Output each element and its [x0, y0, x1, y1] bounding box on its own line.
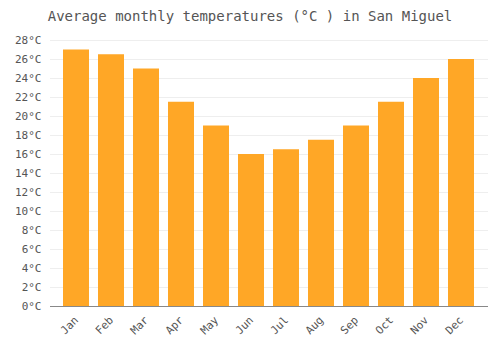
svg-text:Feb: Feb	[93, 314, 116, 337]
svg-text:0°C: 0°C	[22, 300, 42, 313]
svg-text:8°C: 8°C	[22, 224, 42, 237]
svg-text:24°C: 24°C	[15, 72, 42, 85]
svg-text:14°C: 14°C	[15, 167, 42, 180]
svg-text:26°C: 26°C	[15, 53, 42, 66]
svg-text:Mar: Mar	[128, 313, 152, 337]
svg-text:4°C: 4°C	[22, 262, 42, 275]
svg-text:Jun: Jun	[233, 314, 256, 337]
svg-text:2°C: 2°C	[22, 281, 42, 294]
svg-text:18°C: 18°C	[15, 129, 42, 142]
html-text:Average monthly temperatures (: Average monthly temperatures (°C ) in Sa…	[47, 8, 453, 24]
svg-text:Nov: Nov	[408, 313, 432, 337]
svg-text:Sep: Sep	[338, 314, 361, 337]
svg-text:22°C: 22°C	[15, 91, 42, 104]
svg-text:May: May	[198, 313, 222, 337]
svg-text:Jul: Jul	[268, 314, 291, 337]
svg-text:10°C: 10°C	[15, 205, 42, 218]
svg-text:28°C: 28°C	[15, 34, 42, 47]
svg-text:20°C: 20°C	[15, 110, 42, 123]
svg-text:16°C: 16°C	[15, 148, 42, 161]
svg-text:12°C: 12°C	[15, 186, 42, 199]
svg-text:Aug: Aug	[303, 314, 326, 337]
svg-text:Oct: Oct	[373, 314, 396, 337]
svg-text:Jan: Jan	[58, 314, 81, 337]
svg-text:6°C: 6°C	[22, 243, 42, 256]
svg-text:Dec: Dec	[443, 314, 466, 337]
svg-text:Apr: Apr	[163, 313, 187, 337]
